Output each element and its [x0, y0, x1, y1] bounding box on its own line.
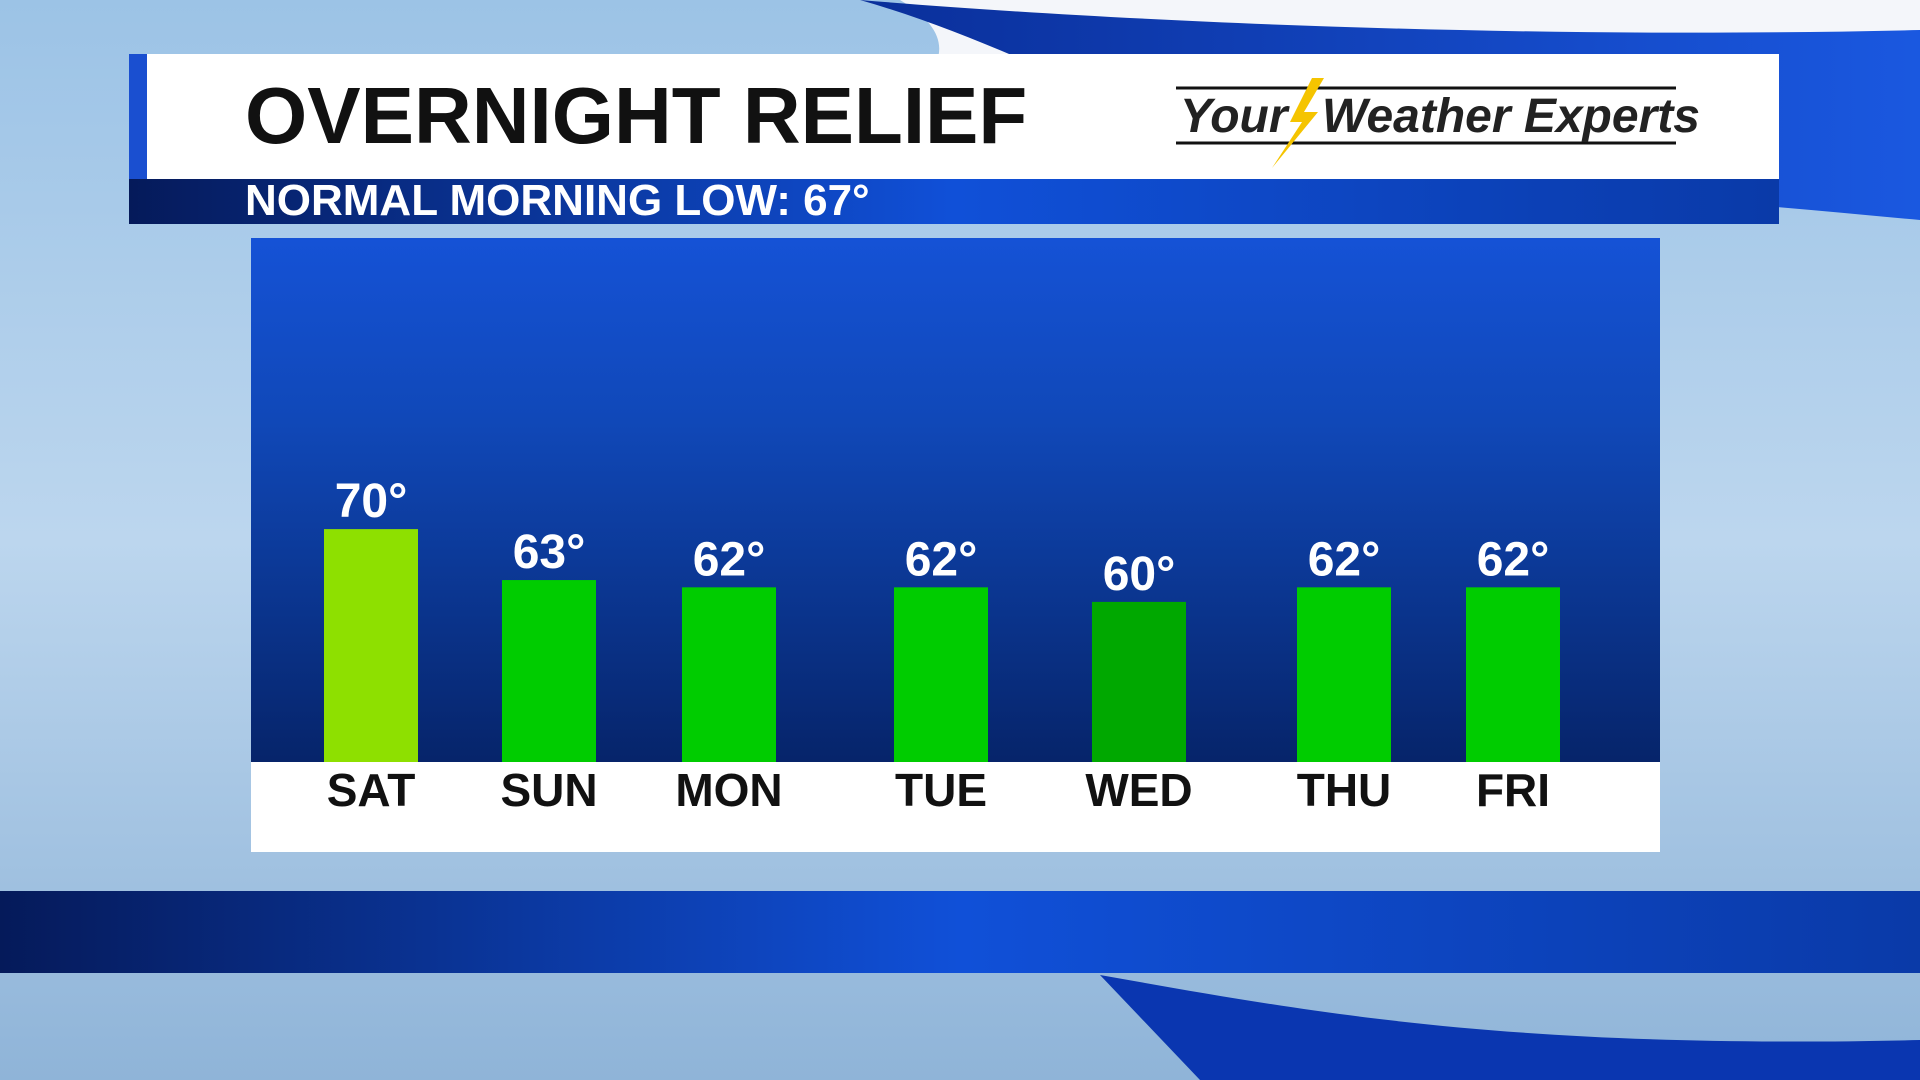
bar — [682, 587, 776, 762]
value-label: 70° — [335, 475, 408, 528]
label-strip — [251, 762, 1660, 852]
subtitle: NORMAL MORNING LOW: 67° — [245, 176, 870, 225]
value-label: 60° — [1103, 548, 1176, 601]
header-box — [129, 54, 1779, 179]
header-stripe — [129, 54, 147, 179]
bar — [1297, 587, 1391, 762]
x-tick-label: FRI — [1476, 764, 1550, 816]
x-tick-label: SUN — [500, 764, 597, 816]
bottom-swoosh — [1100, 975, 1920, 1080]
subtitle-bar — [129, 179, 1779, 224]
x-tick-label: THU — [1297, 764, 1392, 816]
bar — [894, 587, 988, 762]
x-tick-label: MON — [675, 764, 782, 816]
x-tick-label: WED — [1085, 764, 1192, 816]
x-tick-label: SAT — [327, 764, 416, 816]
value-label: 63° — [513, 526, 586, 579]
bottom-band — [0, 891, 1920, 973]
x-tick-label: TUE — [895, 764, 987, 816]
value-label: 62° — [905, 533, 978, 586]
bar — [324, 529, 418, 762]
value-label: 62° — [1477, 533, 1550, 586]
title: OVERNIGHT RELIEF — [245, 71, 1027, 160]
value-label: 62° — [693, 533, 766, 586]
value-label: 62° — [1308, 533, 1381, 586]
bar — [502, 580, 596, 762]
bar — [1092, 601, 1186, 762]
logo-text: Your — [1180, 90, 1290, 143]
bar — [1466, 587, 1560, 762]
logo-text: Weather Experts — [1322, 90, 1700, 143]
